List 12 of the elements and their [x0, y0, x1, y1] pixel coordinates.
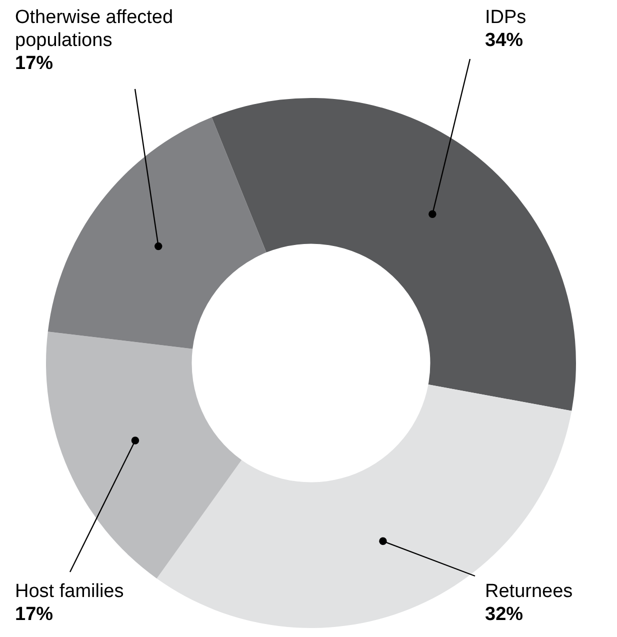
data-label: 34% [485, 30, 524, 51]
donut-slice [156, 384, 572, 628]
slice-label: Returnees [485, 581, 573, 602]
donut-slice [46, 332, 242, 578]
slice-label: Otherwise affected populations [15, 7, 174, 51]
donut-slice [48, 117, 266, 349]
data-label: 17% [15, 53, 54, 74]
slice-label: Host families [15, 581, 124, 602]
data-label: 17% [15, 604, 54, 625]
slice-label: IDPs [485, 7, 526, 28]
donut-slice [212, 98, 576, 411]
data-label: 32% [485, 604, 524, 625]
